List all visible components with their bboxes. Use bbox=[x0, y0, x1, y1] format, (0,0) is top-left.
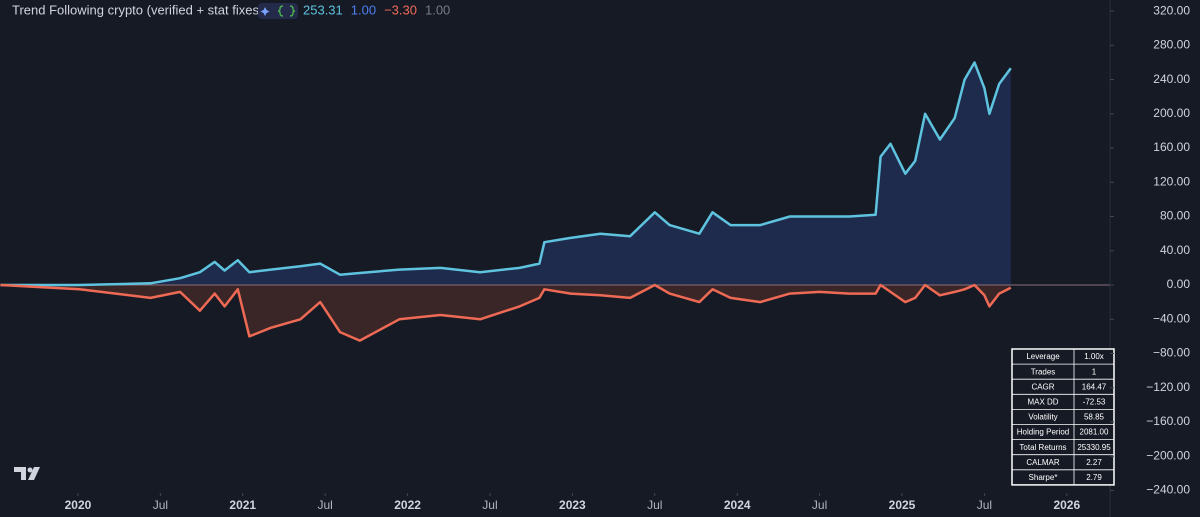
table-label: MAX DD bbox=[1027, 397, 1058, 406]
legend-value: 1.00 bbox=[351, 2, 376, 17]
x-tick-label: Jul bbox=[153, 498, 168, 512]
icon-braces bbox=[277, 5, 296, 17]
y-tick-label: −200.00 bbox=[1146, 448, 1190, 462]
series-line bbox=[0, 61, 1012, 287]
x-tick-label: 2023 bbox=[559, 498, 586, 512]
table-label: Sharpe* bbox=[1029, 473, 1058, 482]
script-icon bbox=[258, 3, 298, 19]
logo-v bbox=[28, 467, 40, 480]
table-label: Volatility bbox=[1028, 413, 1057, 422]
x-tick-label: 2021 bbox=[229, 498, 256, 512]
table-label: Total Returns bbox=[1019, 443, 1066, 452]
stats-table: Leverage 1.00x Trades 1 CAGR 164.47 MAX DD -72.… bbox=[1011, 348, 1115, 486]
y-tick-label: −80.00 bbox=[1153, 346, 1190, 360]
x-tick-label: 2025 bbox=[889, 498, 916, 512]
legend-value: 253.31 bbox=[303, 2, 343, 17]
y-tick-label: −40.00 bbox=[1153, 311, 1190, 325]
y-tick-label: −240.00 bbox=[1146, 483, 1190, 497]
x-tick-label: Jul bbox=[482, 498, 497, 512]
legend-value: −3.30 bbox=[384, 2, 417, 17]
y-tick-label: 40.00 bbox=[1160, 243, 1190, 257]
y-tick-label: −160.00 bbox=[1146, 414, 1190, 428]
x-tick-label: 2024 bbox=[724, 498, 751, 512]
x-tick-label: Jul bbox=[977, 498, 992, 512]
table-value: 2.79 bbox=[1086, 473, 1102, 482]
table-value: -72.53 bbox=[1083, 397, 1106, 406]
y-tick-label: 280.00 bbox=[1153, 38, 1190, 52]
logo-t bbox=[14, 467, 26, 480]
table-label: Holding Period bbox=[1017, 428, 1069, 437]
legend: 253.31 1.00 −3.30 1.00 bbox=[303, 2, 450, 17]
y-tick-label: 80.00 bbox=[1160, 209, 1190, 223]
y-tick-label: 240.00 bbox=[1153, 72, 1190, 86]
table-value: 2081.00 bbox=[1080, 428, 1109, 437]
table-value: 1.00x bbox=[1084, 352, 1104, 361]
table-label: CALMAR bbox=[1026, 458, 1060, 467]
table-value: 25330.95 bbox=[1077, 443, 1111, 452]
x-tick-label: Jul bbox=[317, 498, 332, 512]
table-label: CAGR bbox=[1031, 382, 1054, 391]
table-background bbox=[1011, 348, 1115, 486]
legend-value: 1.00 bbox=[425, 2, 450, 17]
y-tick-label: 320.00 bbox=[1153, 3, 1190, 17]
y-tick-label: −120.00 bbox=[1146, 380, 1190, 394]
x-tick-label: 2022 bbox=[394, 498, 421, 512]
chart-title: Trend Following crypto (verified + stat … bbox=[12, 2, 263, 17]
table-value: 164.47 bbox=[1082, 382, 1107, 391]
table-label: Leverage bbox=[1026, 352, 1060, 361]
x-tick-label: Jul bbox=[812, 498, 827, 512]
area-fill bbox=[0, 62, 1011, 286]
series-line bbox=[0, 283, 1012, 342]
y-tick-label: 200.00 bbox=[1153, 106, 1190, 120]
table-value: 2.27 bbox=[1086, 458, 1102, 467]
icon-spark bbox=[260, 7, 270, 16]
logo-dot bbox=[27, 467, 33, 473]
y-tick-label: 120.00 bbox=[1153, 174, 1190, 188]
x-tick-label: 2026 bbox=[1053, 498, 1080, 512]
table-value: 58.85 bbox=[1084, 413, 1105, 422]
x-tick-label: Jul bbox=[647, 498, 662, 512]
y-tick-label: 160.00 bbox=[1153, 140, 1190, 154]
x-tick-label: 2020 bbox=[65, 498, 92, 512]
table-label: Trades bbox=[1031, 367, 1056, 376]
table-value: 1 bbox=[1092, 367, 1097, 376]
y-tick-label: 0.00 bbox=[1167, 277, 1191, 291]
tradingview-logo bbox=[14, 467, 40, 480]
plot-area bbox=[0, 61, 1110, 342]
area-fill bbox=[0, 285, 1011, 341]
